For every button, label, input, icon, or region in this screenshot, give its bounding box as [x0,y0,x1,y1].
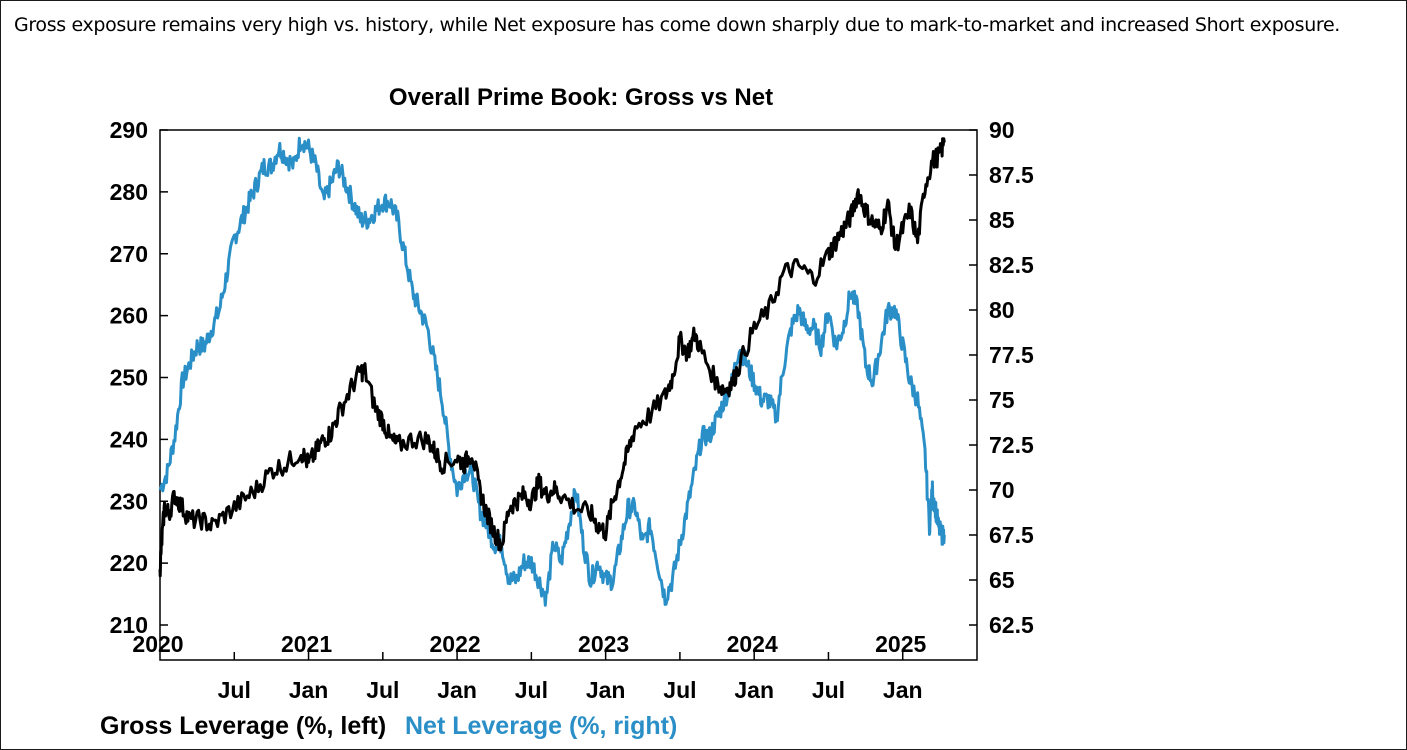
x-tick-label: Jul [515,677,548,703]
x-tick-label: Jan [289,677,329,703]
left-tick-label: 250 [110,365,148,391]
left-tick-label: 240 [110,426,148,452]
left-tick-label: 290 [110,117,148,143]
right-tick-label: 62.5 [989,612,1034,638]
left-tick-label: 280 [110,179,148,205]
legend-item-net: Net Leverage (%, right) [405,712,677,740]
x-tick-label: Jul [812,677,845,703]
year-label: 2021 [281,631,332,657]
right-tick-label: 82.5 [989,252,1034,278]
year-label: 2020 [132,631,183,657]
year-label: 2023 [578,631,629,657]
legend-item-gross: Gross Leverage (%, left) [100,712,386,740]
right-tick-label: 70 [989,477,1015,503]
right-tick-label: 72.5 [989,432,1034,458]
x-tick-label: Jul [366,677,399,703]
right-tick-label: 67.5 [989,522,1034,548]
left-tick-label: 230 [110,488,148,514]
year-label: 2025 [875,631,926,657]
right-tick-label: 90 [989,117,1015,143]
x-tick-label: Jan [734,677,774,703]
x-tick-label: Jan [437,677,477,703]
x-tick-label: Jan [883,677,923,703]
x-tick-label: Jul [218,677,251,703]
right-tick-label: 65 [989,567,1015,593]
right-tick-label: 85 [989,207,1015,233]
chart-title: Overall Prime Book: Gross vs Net [389,84,773,111]
series-layer [158,136,946,607]
right-tick-label: 80 [989,297,1015,323]
chart-caption: Gross exposure remains very high vs. his… [14,14,1340,36]
plot-area [159,129,978,661]
right-tick-label: 75 [989,387,1015,413]
net-leverage-line [158,136,946,607]
left-axis: 210 220 230 240 250 260 270 280 290 [110,117,168,638]
x-tick-label: Jan [586,677,626,703]
right-axis: 62.5 65 67.5 70 72.5 75 77.5 80 82.5 85 87.5 90 [969,117,1034,638]
year-label: 2022 [430,631,481,657]
left-tick-label: 260 [110,303,148,329]
x-tick-label: Jul [663,677,696,703]
gross-leverage-line [158,137,946,578]
left-tick-label: 270 [110,241,148,267]
right-tick-label: 87.5 [989,162,1034,188]
year-label: 2024 [727,631,778,657]
x-axis: Jul Jan Jul Jan Jul Jan Jul Jan Jul Jan 2020 2021 20… [132,631,926,703]
left-tick-label: 220 [110,550,148,576]
left-tick-label: 210 [110,612,148,638]
legend: Gross Leverage (%, left) Net Leverage (%… [100,712,677,740]
right-tick-label: 77.5 [989,342,1034,368]
